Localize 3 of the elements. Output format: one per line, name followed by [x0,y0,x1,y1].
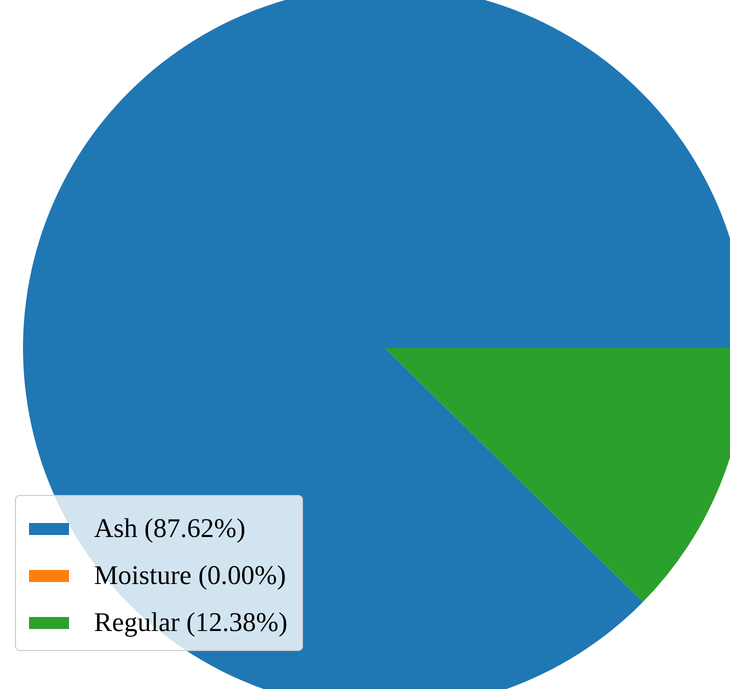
legend-label: Ash (87.62%) [94,513,246,543]
legend-label: Moisture (0.00%) [94,560,286,590]
legend-label: Regular (12.38%) [94,607,288,637]
